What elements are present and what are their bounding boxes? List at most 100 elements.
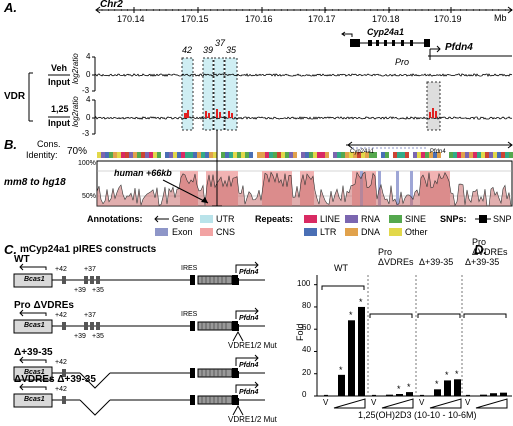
identity-value: 70% <box>67 146 88 157</box>
bcas1-arrow <box>20 312 47 316</box>
repeat-segment <box>145 152 149 158</box>
repeat-segment <box>349 152 353 158</box>
ruler-tick-label: 170.19 <box>434 14 462 24</box>
ruler-tick-label: 170.17 <box>308 14 336 24</box>
bar <box>338 374 345 396</box>
repeat-segment <box>433 152 437 158</box>
signal-peak <box>219 112 221 118</box>
repeat-segment <box>389 152 393 158</box>
pfdn4-arrow <box>235 310 258 319</box>
repeat-segment <box>125 152 129 158</box>
bar <box>358 306 365 396</box>
repeat-segment <box>321 152 325 158</box>
significance-star: * <box>435 379 439 390</box>
repeat-segment <box>257 152 261 158</box>
legend-sine: SINE <box>405 214 427 224</box>
chromosome-label: Chr2 <box>100 0 123 10</box>
pfdn4-arrow <box>235 384 258 393</box>
ytick-track1-mid: 0 <box>86 70 91 79</box>
label-plus42: +42 <box>55 312 67 319</box>
bar <box>324 394 328 396</box>
panel-d-label: D. <box>474 242 487 257</box>
ruler-unit: Mb <box>494 13 507 23</box>
repeat-segment <box>173 152 177 158</box>
repeat-segment <box>401 152 405 158</box>
repeat-segment <box>129 152 133 158</box>
ytick-label: 100 <box>297 278 311 288</box>
repeat-segment <box>453 152 457 158</box>
ytick-label: 40 <box>302 345 311 355</box>
repeat-segment <box>297 152 301 158</box>
input-label-1: Input <box>48 77 70 87</box>
vista-conservation-plot <box>96 171 513 207</box>
signal-peak <box>432 108 434 118</box>
label-plus37: +37 <box>84 266 96 273</box>
dose-wedge <box>475 398 508 409</box>
repeat-segment <box>117 152 121 158</box>
repeat-segment <box>409 152 413 158</box>
repeats-title: Repeats: <box>255 214 294 224</box>
ires-block <box>190 321 195 331</box>
bcas1-arrowhead <box>19 263 24 271</box>
legend-dna: DNA <box>361 227 381 237</box>
legend-exon: Exon <box>172 227 193 237</box>
repeat-segment <box>493 152 497 158</box>
group-label: ΔVDREs <box>472 247 508 257</box>
cyp24a1-exons <box>197 275 233 285</box>
cyp24a1-label: Cyp24a1 <box>367 27 405 37</box>
repeat-segment <box>333 152 337 158</box>
pfdn4-arrowhead <box>254 261 259 269</box>
construct-name: ΔVDREs Δ+39-35 <box>14 374 96 385</box>
legend-line: LINE <box>320 214 341 224</box>
bar <box>406 392 413 396</box>
label-plus42: +42 <box>55 266 67 273</box>
repeat-segment <box>469 152 473 158</box>
repeat-segment <box>457 152 461 158</box>
repeat-segment <box>265 152 269 158</box>
pfdn4-label: Pfdn4 <box>239 269 259 276</box>
repeat-segment <box>97 152 101 158</box>
repeat-segment <box>277 152 281 158</box>
signal-peak <box>231 113 233 118</box>
ylabel-track-1: log2ratio <box>71 53 80 84</box>
repeat-segment <box>293 152 297 158</box>
group-label: Δ+39-35 <box>465 257 500 267</box>
repeat-segment <box>153 152 157 158</box>
repeat-segment <box>397 152 401 158</box>
ytick-label: 0 <box>302 390 307 399</box>
repeat-segment <box>237 152 241 158</box>
pfdn4-arrowhead <box>254 307 259 315</box>
element-42 <box>62 322 66 330</box>
ytick-track2-bot: -3 <box>82 129 90 138</box>
cons-label: Cons. <box>37 139 61 149</box>
ytick-track2-top: 4 <box>86 95 91 104</box>
vdre-mut-label: VDRE1/2 Mut <box>228 341 277 350</box>
repeat-segment <box>353 152 357 158</box>
ruler-tick-label: 170.14 <box>117 14 145 24</box>
vdre-element <box>90 322 94 330</box>
fold-xaxis-label: 1,25(OH)2D3 (10-10 - 10-6M) <box>358 411 477 420</box>
label-plus42: +42 <box>55 359 67 366</box>
repeat-segment <box>269 152 273 158</box>
significance-star: * <box>445 370 449 381</box>
vehicle-label: V <box>419 398 425 407</box>
chip-track-axes <box>92 56 96 135</box>
bar <box>420 394 424 396</box>
group-label: Pro <box>378 247 393 257</box>
bcas1-arrowhead <box>19 356 24 364</box>
repeat-segment <box>329 152 333 158</box>
panel-c-title: mCyp24a1 pIRES constructs <box>20 244 157 255</box>
element-42 <box>62 276 66 284</box>
cyp-end-block <box>232 321 239 331</box>
cyp24a1-exons <box>197 395 233 405</box>
repeat-segment <box>413 152 417 158</box>
pfdn4-label-bg <box>238 315 260 324</box>
repeat-segment <box>205 152 209 158</box>
pro-label: Pro <box>395 57 410 67</box>
repeat-segment <box>209 152 213 158</box>
vehicle-label: V <box>371 398 377 407</box>
repeat-segment <box>357 152 361 158</box>
repeat-segment <box>233 152 237 158</box>
repeat-segment <box>253 152 257 158</box>
group-label: Δ+39-35 <box>419 257 454 267</box>
